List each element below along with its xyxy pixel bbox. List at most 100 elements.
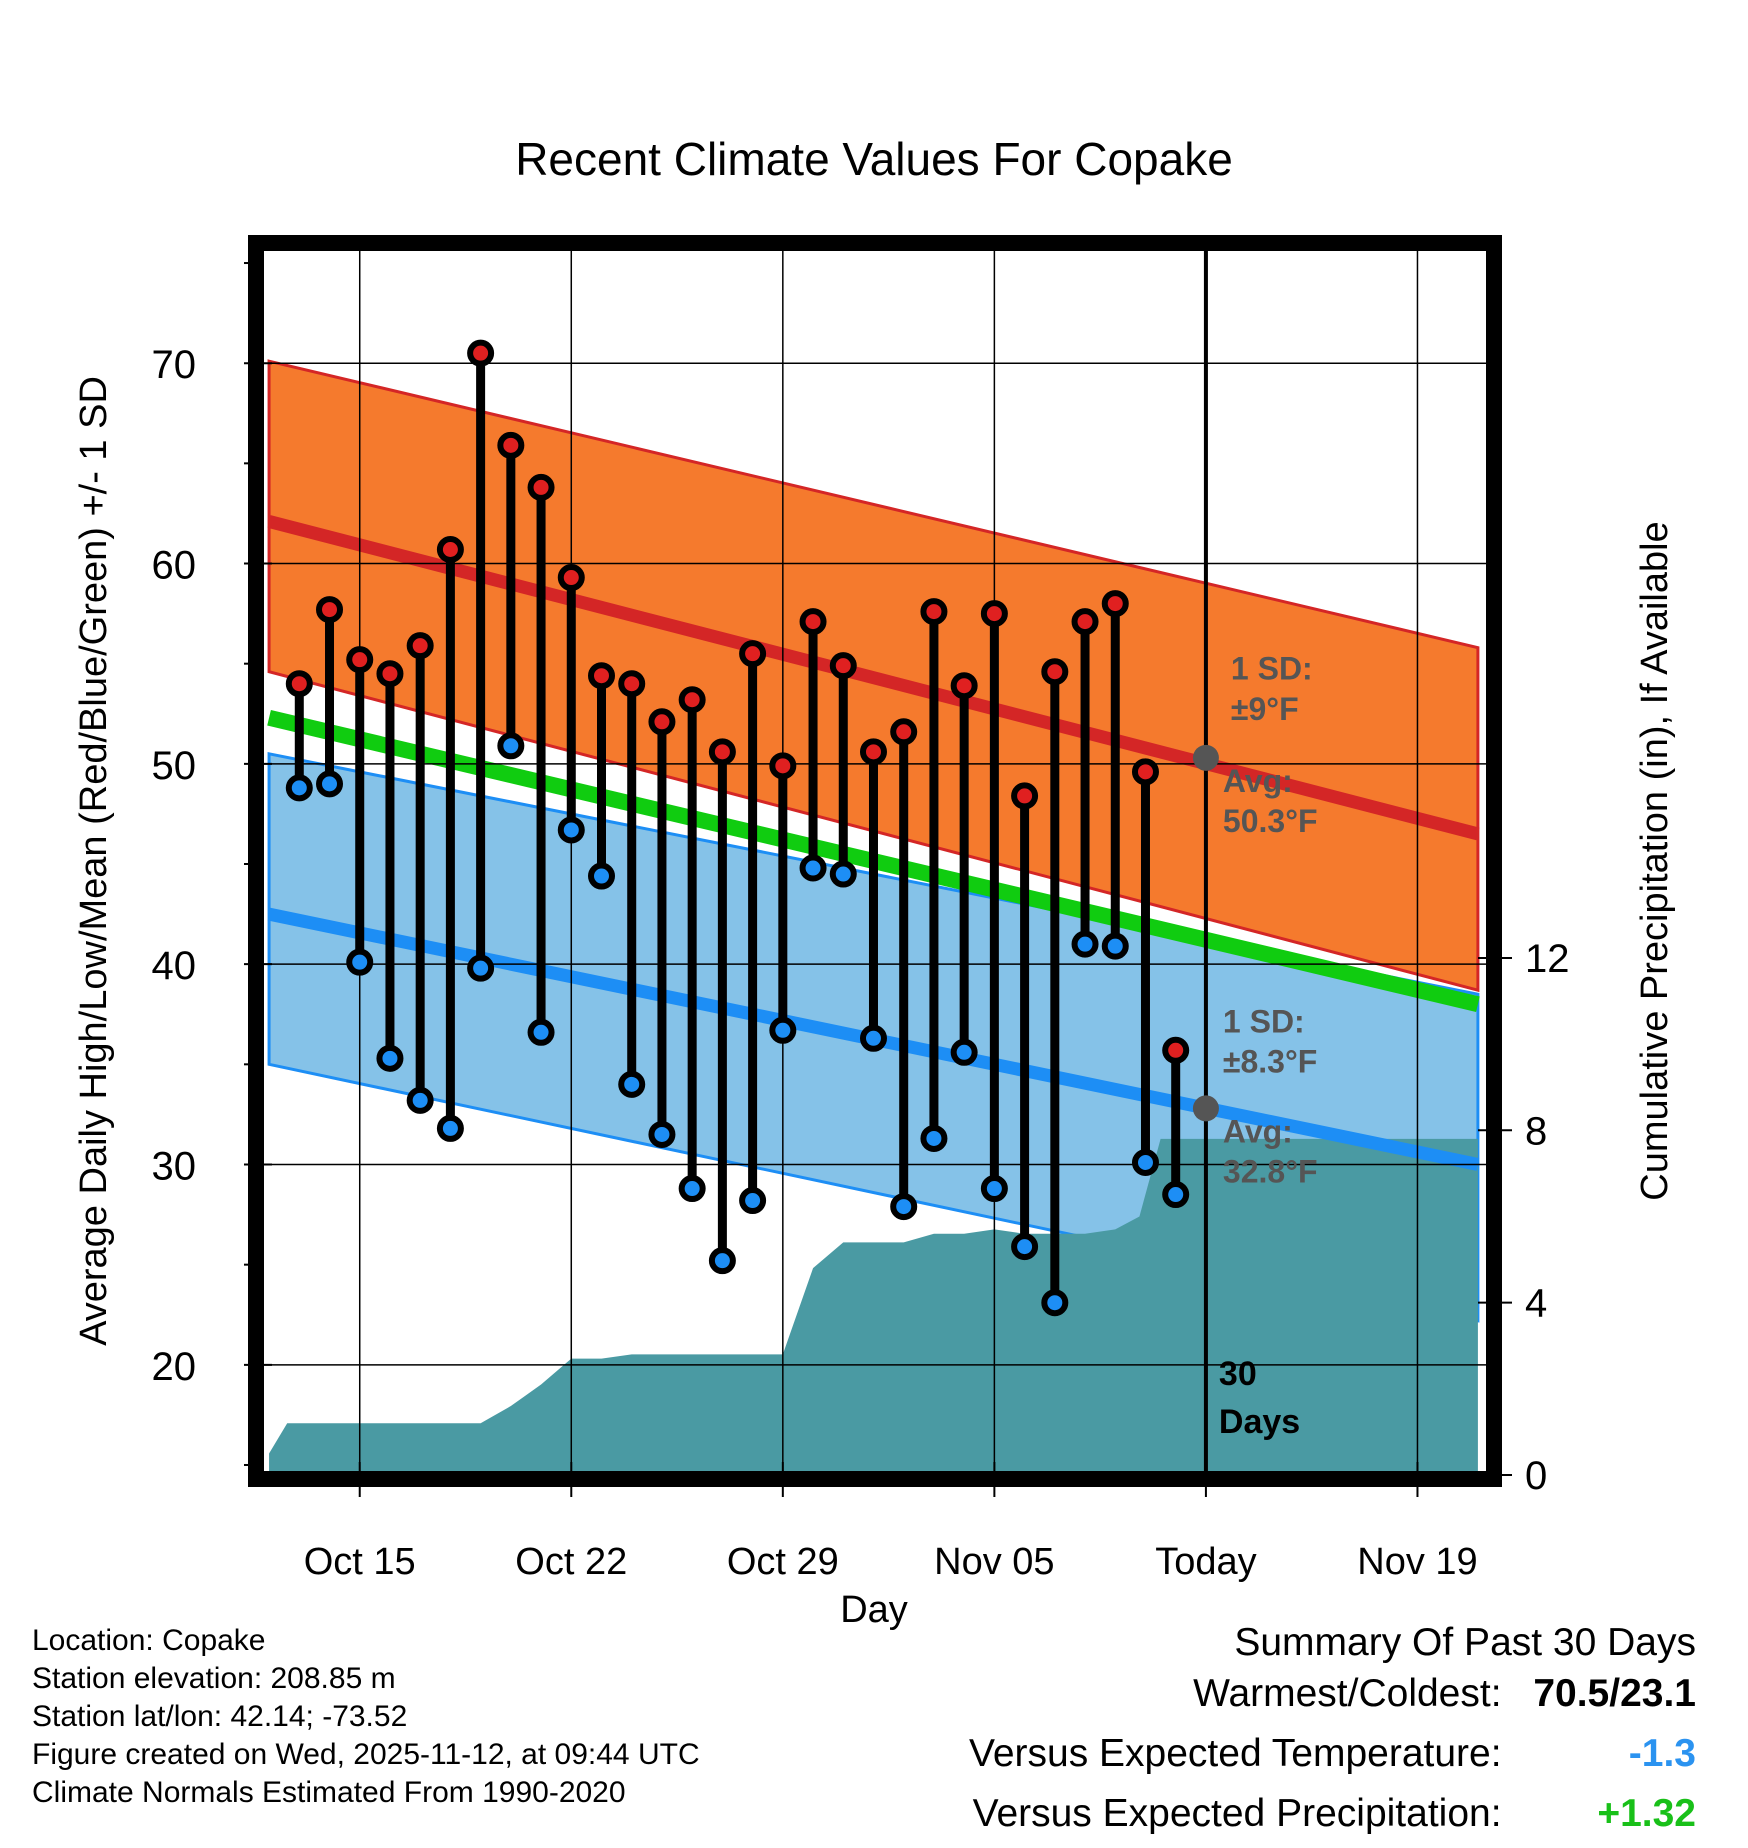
daily-high-point bbox=[829, 652, 857, 680]
y2-tick-label: 12 bbox=[1525, 937, 1570, 981]
daily-high-point bbox=[618, 670, 646, 698]
daily-low-point bbox=[920, 1124, 948, 1152]
daily-low-point bbox=[829, 860, 857, 888]
daily-high-point bbox=[1101, 590, 1129, 618]
days-count-number: 30 bbox=[1219, 1355, 1257, 1393]
y-axis-label: Average Daily High/Low/Mean (Red/Blue/Gr… bbox=[73, 376, 115, 1346]
low-avg-label: Avg: bbox=[1223, 1113, 1293, 1149]
daily-low-point bbox=[678, 1175, 706, 1203]
daily-low-point bbox=[285, 774, 313, 802]
days-count-text: Days bbox=[1219, 1403, 1300, 1441]
daily-high-point bbox=[497, 431, 525, 459]
daily-low-point bbox=[1071, 930, 1099, 958]
daily-low-point bbox=[799, 854, 827, 882]
daily-low-point bbox=[587, 862, 615, 890]
y2-axis-label: Cumulative Precipitation (in), If Availa… bbox=[1634, 521, 1676, 1200]
y-tick-label: 60 bbox=[152, 544, 197, 588]
temp-value: -1.3 bbox=[1628, 1732, 1696, 1775]
daily-low-point bbox=[406, 1086, 434, 1114]
daily-low-point bbox=[1041, 1289, 1069, 1317]
daily-high-point bbox=[1011, 782, 1039, 810]
daily-low-point bbox=[890, 1193, 918, 1221]
daily-low-point bbox=[950, 1038, 978, 1066]
daily-high-point bbox=[587, 662, 615, 690]
today-high-avg-marker bbox=[1192, 744, 1219, 771]
daily-high-point bbox=[678, 686, 706, 714]
high-avg-value: 50.3°F bbox=[1223, 803, 1318, 839]
daily-high-point bbox=[406, 632, 434, 660]
location-text: Location: Copake bbox=[32, 1624, 266, 1657]
daily-low-point bbox=[557, 816, 585, 844]
low-sd-value: ±8.3°F bbox=[1223, 1043, 1317, 1079]
y2-tick-label: 0 bbox=[1525, 1454, 1547, 1498]
daily-low-point bbox=[859, 1024, 887, 1052]
warm-cold-label: Warmest/Coldest: bbox=[1193, 1672, 1502, 1715]
daily-high-point bbox=[890, 718, 918, 746]
daily-high-point bbox=[980, 600, 1008, 628]
daily-low-point bbox=[769, 1016, 797, 1044]
plot-frame bbox=[248, 235, 1502, 1487]
high-sd-value: ±9°F bbox=[1231, 691, 1299, 727]
daily-high-point bbox=[346, 646, 374, 674]
daily-high-point bbox=[739, 640, 767, 668]
daily-low-point bbox=[376, 1044, 404, 1072]
y-tick-label: 20 bbox=[152, 1345, 197, 1389]
summary-title: Summary Of Past 30 Days bbox=[1234, 1621, 1696, 1664]
created-text: Figure created on Wed, 2025-11-12, at 09… bbox=[32, 1738, 700, 1771]
y-tick-label: 50 bbox=[152, 744, 197, 788]
low-sd-label: 1 SD: bbox=[1223, 1003, 1305, 1039]
elevation-text: Station elevation: 208.85 m bbox=[32, 1662, 396, 1695]
chart-title: Recent Climate Values For Copake bbox=[515, 133, 1233, 185]
daily-high-point bbox=[467, 339, 495, 367]
high-sd-label: 1 SD: bbox=[1231, 651, 1313, 687]
temp-label: Versus Expected Temperature: bbox=[968, 1732, 1502, 1775]
daily-low-point bbox=[1162, 1181, 1190, 1209]
x-tick-label-today: Today bbox=[1155, 1541, 1256, 1583]
daily-low-point bbox=[436, 1114, 464, 1142]
daily-low-point bbox=[708, 1247, 736, 1275]
x-tick-label: Nov 05 bbox=[934, 1541, 1054, 1583]
daily-high-point bbox=[920, 598, 948, 626]
daily-high-point bbox=[769, 752, 797, 780]
low-avg-value: 32.8°F bbox=[1223, 1154, 1318, 1190]
latlon-text: Station lat/lon: 42.14; -73.52 bbox=[32, 1700, 408, 1733]
station-info: Location: Copake Station elevation: 208.… bbox=[32, 1622, 700, 1812]
daily-low-point bbox=[316, 770, 344, 798]
x-axis-label: Day bbox=[840, 1589, 908, 1631]
summary-panel: Summary Of Past 30 Days Warmest/Coldest:… bbox=[969, 1618, 1696, 1848]
daily-high-point bbox=[436, 535, 464, 563]
y-tick-label: 70 bbox=[152, 343, 197, 387]
daily-high-point bbox=[285, 670, 313, 698]
daily-high-point bbox=[316, 596, 344, 624]
y2-tick-label: 4 bbox=[1525, 1282, 1547, 1326]
precip-value: +1.32 bbox=[1597, 1792, 1696, 1835]
daily-low-point bbox=[346, 948, 374, 976]
y-tick-label: 40 bbox=[152, 944, 197, 988]
daily-low-point bbox=[1131, 1148, 1159, 1176]
daily-high-point bbox=[648, 708, 676, 736]
warm-cold-row: Warmest/Coldest: 70.5/23.1 bbox=[969, 1668, 1696, 1728]
daily-low-point bbox=[497, 732, 525, 760]
x-tick-label: Nov 19 bbox=[1357, 1541, 1477, 1583]
precip-label: Versus Expected Precipitation: bbox=[972, 1792, 1502, 1835]
daily-low-point bbox=[739, 1187, 767, 1215]
daily-low-point bbox=[648, 1120, 676, 1148]
daily-high-point bbox=[708, 738, 736, 766]
temp-row: Versus Expected Temperature: -1.3 bbox=[969, 1728, 1696, 1788]
daily-high-point bbox=[799, 608, 827, 636]
daily-high-point bbox=[1071, 608, 1099, 636]
daily-high-point bbox=[1041, 658, 1069, 686]
today-low-avg-marker bbox=[1192, 1095, 1219, 1122]
high-avg-label: Avg: bbox=[1223, 763, 1293, 799]
y-tick-label: 30 bbox=[152, 1144, 197, 1188]
x-tick-label: Oct 22 bbox=[515, 1541, 627, 1583]
daily-high-point bbox=[1162, 1036, 1190, 1064]
daily-high-point bbox=[376, 660, 404, 688]
normals-text: Climate Normals Estimated From 1990-2020 bbox=[32, 1776, 626, 1809]
daily-high-point bbox=[950, 672, 978, 700]
y2-tick-label: 8 bbox=[1525, 1109, 1547, 1153]
daily-high-point bbox=[1131, 758, 1159, 786]
x-tick-label: Oct 29 bbox=[727, 1541, 839, 1583]
x-tick-label: Oct 15 bbox=[304, 1541, 416, 1583]
